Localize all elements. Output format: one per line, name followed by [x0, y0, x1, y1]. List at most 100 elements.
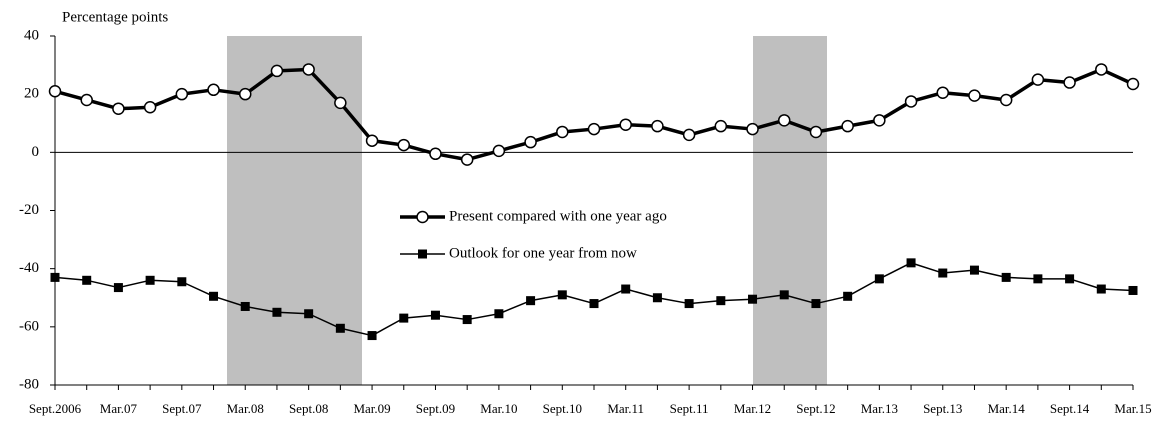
data-point — [494, 309, 504, 319]
legend-marker — [416, 210, 429, 224]
data-point — [1065, 274, 1075, 284]
data-point — [777, 114, 791, 127]
x-tick-label: Sept.13 — [923, 401, 962, 416]
data-point — [365, 134, 379, 147]
y-tick-label: -80 — [19, 376, 39, 392]
data-point — [651, 119, 664, 133]
data-point — [587, 122, 601, 136]
x-tick-label: Sept.12 — [796, 401, 835, 416]
data-point — [430, 310, 440, 320]
legend-label: Outlook for one year from now — [449, 245, 637, 261]
data-point — [238, 87, 252, 101]
x-tick-label: Sept.2006 — [29, 401, 82, 416]
data-point — [589, 299, 599, 309]
y-tick-label: -40 — [19, 260, 39, 276]
data-point — [399, 313, 409, 323]
data-point — [716, 296, 726, 306]
data-point — [809, 125, 823, 139]
x-tick-label: Sept.08 — [289, 401, 328, 416]
x-tick-label: Mar.15 — [1114, 401, 1151, 416]
data-point — [969, 265, 979, 275]
data-point — [177, 277, 187, 287]
data-point — [938, 268, 948, 278]
data-point — [748, 294, 758, 304]
data-point — [874, 274, 884, 284]
data-point — [873, 114, 886, 127]
data-point — [841, 119, 854, 133]
data-point — [557, 290, 567, 300]
data-point — [779, 290, 789, 300]
x-tick-label: Mar.10 — [480, 401, 517, 416]
data-point — [811, 299, 821, 309]
data-point — [1126, 77, 1140, 91]
data-point — [113, 283, 123, 293]
data-point — [143, 101, 157, 114]
data-point — [209, 291, 219, 301]
data-point — [1033, 274, 1043, 284]
data-point — [429, 147, 442, 161]
data-point — [1001, 272, 1011, 282]
data-point — [462, 315, 472, 325]
data-point — [334, 96, 347, 110]
x-tick-label: Mar.09 — [353, 401, 390, 416]
shaded-period — [753, 36, 827, 385]
legend-marker — [418, 249, 427, 259]
x-tick-label: Mar.08 — [227, 401, 264, 416]
data-point — [207, 83, 220, 97]
legend-label: Present compared with one year ago — [449, 208, 667, 224]
series-line — [54, 67, 1134, 162]
data-point — [936, 86, 950, 99]
data-point — [492, 144, 506, 158]
data-point — [50, 272, 60, 282]
data-point — [746, 122, 759, 136]
data-point — [460, 153, 474, 166]
data-point — [80, 93, 93, 107]
x-tick-label: Sept.10 — [543, 401, 582, 416]
data-point — [272, 307, 282, 317]
data-point — [682, 128, 696, 142]
data-point — [1096, 284, 1106, 294]
x-tick-label: Mar.11 — [607, 401, 644, 416]
y-tick-label: -20 — [19, 202, 39, 218]
data-point — [906, 258, 916, 268]
y-tick-label: 20 — [24, 86, 39, 102]
data-point — [999, 93, 1013, 107]
data-point — [397, 138, 411, 152]
x-tick-label: Sept.11 — [670, 401, 709, 416]
data-point — [714, 119, 728, 133]
data-point — [652, 293, 662, 303]
data-point — [112, 102, 125, 115]
y-axis-label: Percentage points — [62, 9, 168, 25]
data-point — [48, 85, 62, 98]
y-tick-label: -60 — [19, 318, 39, 334]
data-point — [82, 275, 92, 285]
data-point — [302, 63, 315, 76]
data-point — [175, 87, 189, 101]
x-tick-label: Mar.13 — [861, 401, 898, 416]
data-point — [904, 95, 918, 108]
data-point — [145, 275, 155, 285]
data-point — [556, 125, 569, 139]
x-tick-label: Mar.12 — [734, 401, 771, 416]
data-point — [335, 323, 345, 333]
data-point — [270, 64, 284, 78]
x-tick-label: Sept.14 — [1050, 401, 1090, 416]
data-point — [240, 301, 250, 311]
data-point — [524, 135, 537, 149]
data-point — [621, 284, 631, 294]
data-point — [968, 89, 981, 102]
data-point — [843, 291, 853, 301]
data-point — [304, 309, 314, 319]
data-point — [526, 296, 536, 306]
y-tick-label: 40 — [24, 27, 39, 43]
x-tick-label: Sept.07 — [162, 401, 202, 416]
data-point — [1031, 73, 1045, 86]
y-tick-label: 0 — [32, 144, 40, 160]
data-point — [1128, 285, 1138, 295]
x-tick-label: Sept.09 — [416, 401, 455, 416]
x-tick-label: Mar.14 — [988, 401, 1026, 416]
data-point — [684, 299, 694, 309]
data-point — [1063, 76, 1076, 89]
x-tick-label: Mar.07 — [100, 401, 138, 416]
